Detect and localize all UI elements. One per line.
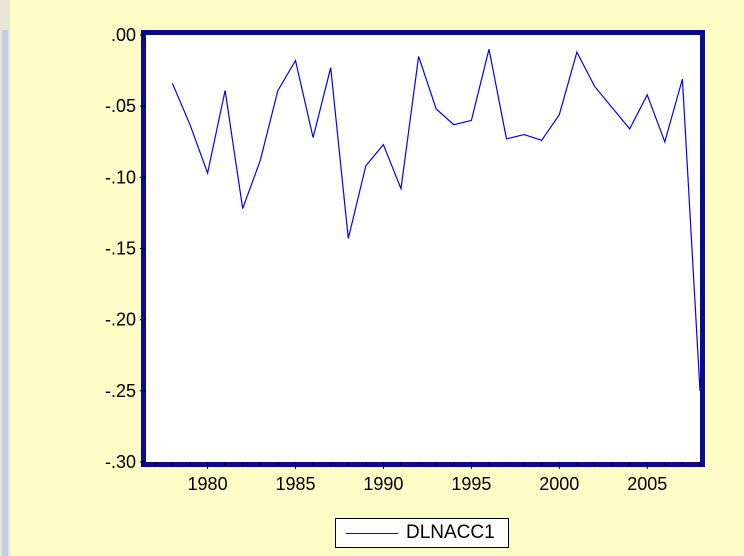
y-tick-label: -.10 — [105, 167, 136, 187]
plot-area — [146, 35, 700, 462]
legend-series-swatch — [346, 532, 398, 534]
y-tick-label: -.25 — [105, 381, 136, 401]
left-edge-strip — [0, 0, 10, 556]
y-tick-label: -.30 — [105, 452, 136, 472]
y-tick-label: .00 — [111, 25, 136, 45]
x-tick-label: 2005 — [627, 474, 667, 494]
y-tick-label: -.05 — [105, 96, 136, 116]
series-line-dlnacc1 — [171, 49, 701, 391]
x-tick-label: 1995 — [451, 474, 491, 494]
left-edge-scrollbar — [2, 30, 8, 556]
y-tick-label: -.20 — [105, 310, 136, 330]
y-tick-label: -.15 — [105, 239, 136, 259]
x-tick-label: 1985 — [275, 474, 315, 494]
legend-series-label: DLNACC1 — [406, 522, 495, 543]
line-chart: .00 -.05 -.10 -.15 -.20 -.25 -.30 1980 1985 1990 1… — [105, 25, 705, 494]
x-tick-label: 1990 — [363, 474, 403, 494]
chart-legend: DLNACC1 — [335, 518, 509, 548]
x-tick-label: 2000 — [539, 474, 579, 494]
x-tick-label: 1980 — [188, 474, 228, 494]
